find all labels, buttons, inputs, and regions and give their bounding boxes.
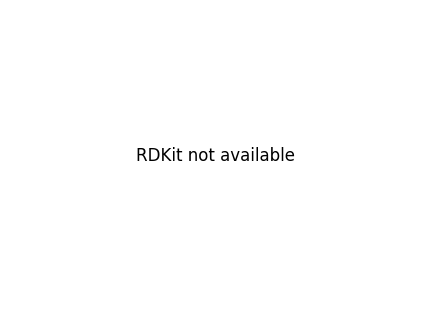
Text: RDKit not available: RDKit not available — [135, 147, 295, 165]
